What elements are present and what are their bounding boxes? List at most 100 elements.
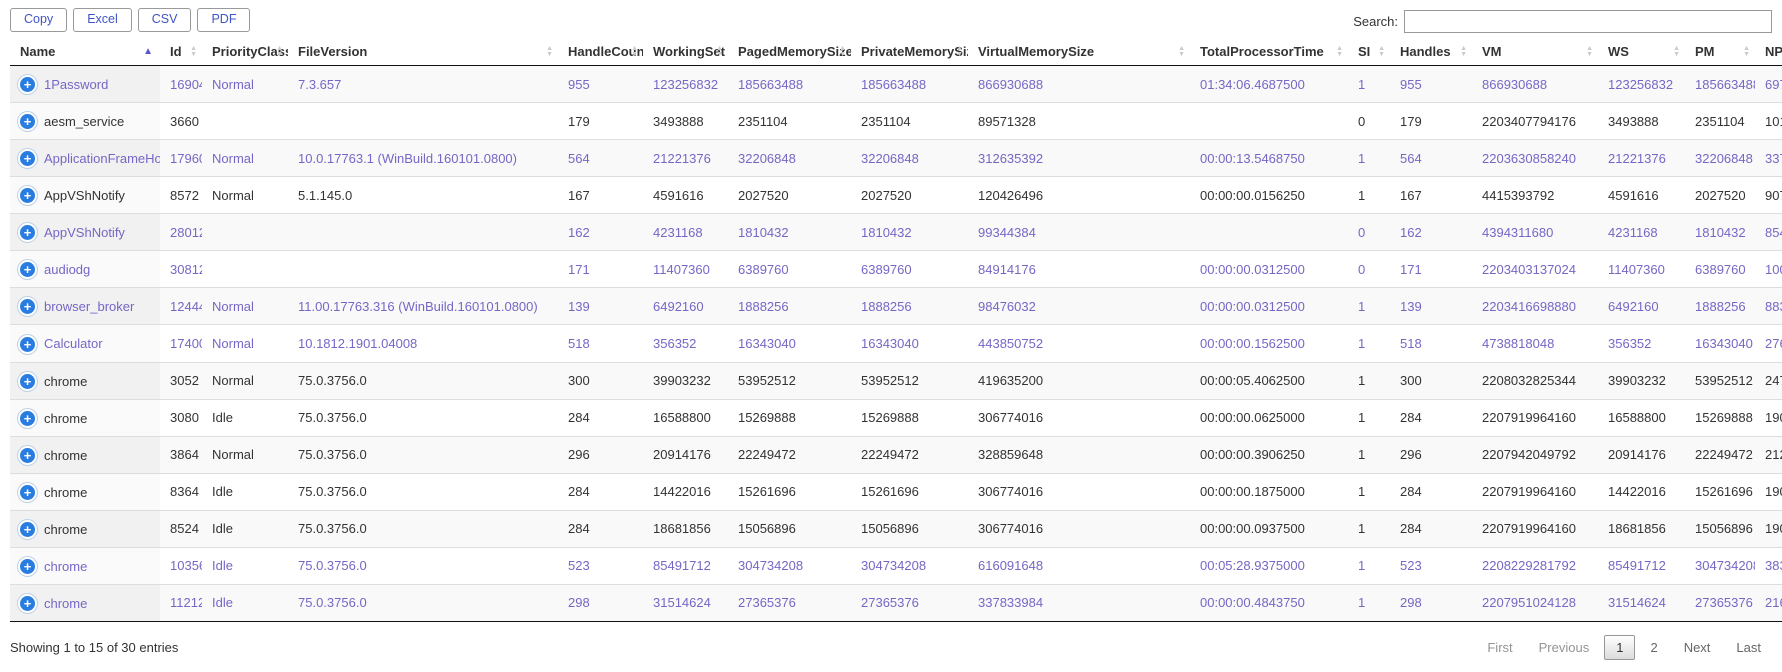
sort-updown-icon: ▲▼ <box>956 46 963 58</box>
column-header-pagedmemorysize[interactable]: PagedMemorySize▲▼ <box>728 39 851 66</box>
cell-handlecount: 162 <box>558 214 643 251</box>
cell-pm: 27365376 <box>1685 584 1755 621</box>
cell-handlecount: 518 <box>558 325 643 362</box>
expand-row-button[interactable]: + <box>20 374 35 389</box>
pagination-page-2-button[interactable]: 2 <box>1639 635 1668 660</box>
cell-priorityclass: Idle <box>202 547 288 584</box>
column-header-handles[interactable]: Handles▲▼ <box>1390 39 1472 66</box>
cell-virtualmemorysize: 419635200 <box>968 362 1190 399</box>
cell-npm: 10056 <box>1755 251 1782 288</box>
column-header-virtualmemorysize[interactable]: VirtualMemorySize▲▼ <box>968 39 1190 66</box>
expand-row-button[interactable]: + <box>20 188 35 203</box>
csv-button[interactable]: CSV <box>138 8 192 32</box>
pagination-previous-button[interactable]: Previous <box>1528 635 1601 660</box>
excel-button[interactable]: Excel <box>73 8 132 32</box>
cell-privatememorysize: 2351104 <box>851 103 968 140</box>
expand-row-button[interactable]: + <box>20 522 35 537</box>
cell-ws: 123256832 <box>1598 66 1685 103</box>
table-row: +ApplicationFrameHost17960Normal10.0.177… <box>10 140 1782 177</box>
cell-si: 1 <box>1348 177 1390 214</box>
expand-row-button[interactable]: + <box>20 262 35 277</box>
column-header-workingset[interactable]: WorkingSet▲▼ <box>643 39 728 66</box>
column-header-ws[interactable]: WS▲▼ <box>1598 39 1685 66</box>
cell-npm: 19032 <box>1755 399 1782 436</box>
cell-privatememorysize: 53952512 <box>851 362 968 399</box>
cell-npm: 8832 <box>1755 288 1782 325</box>
table-row: +chrome3052Normal75.0.3756.0300399032325… <box>10 362 1782 399</box>
cell-si: 1 <box>1348 399 1390 436</box>
column-header-si[interactable]: SI▲▼ <box>1348 39 1390 66</box>
process-name: chrome <box>44 485 87 500</box>
expand-row-button[interactable]: + <box>20 559 35 574</box>
cell-handles: 564 <box>1390 140 1472 177</box>
cell-id: 17960 <box>160 140 202 177</box>
cell-fileversion <box>288 103 558 140</box>
pdf-button[interactable]: PDF <box>197 8 250 32</box>
cell-virtualmemorysize: 89571328 <box>968 103 1190 140</box>
cell-name: + chrome <box>10 473 160 510</box>
pagination-last-button[interactable]: Last <box>1725 635 1772 660</box>
column-header-totalprocessortime[interactable]: TotalProcessorTime▲▼ <box>1190 39 1348 66</box>
cell-vm: 866930688 <box>1472 66 1598 103</box>
cell-priorityclass: Normal <box>202 362 288 399</box>
column-header-id[interactable]: Id▲▼ <box>160 39 202 66</box>
column-header-privatememorysize[interactable]: PrivateMemorySize▲▼ <box>851 39 968 66</box>
cell-fileversion: 75.0.3756.0 <box>288 473 558 510</box>
expand-row-button[interactable]: + <box>20 151 35 166</box>
expand-row-button[interactable]: + <box>20 225 35 240</box>
expand-row-button[interactable]: + <box>20 485 35 500</box>
process-name: browser_broker <box>44 299 134 314</box>
cell-priorityclass: Idle <box>202 473 288 510</box>
expand-row-button[interactable]: + <box>20 299 35 314</box>
cell-vm: 2203416698880 <box>1472 288 1598 325</box>
pagination-next-button[interactable]: Next <box>1673 635 1722 660</box>
column-header-fileversion[interactable]: FileVersion▲▼ <box>288 39 558 66</box>
table-row: +chrome8524Idle75.0.3756.028418681856150… <box>10 510 1782 547</box>
cell-vm: 2207919964160 <box>1472 510 1598 547</box>
search-label: Search: <box>1353 14 1398 29</box>
column-header-vm[interactable]: VM▲▼ <box>1472 39 1598 66</box>
cell-totalprocessortime <box>1190 103 1348 140</box>
column-label: WorkingSet <box>653 44 725 59</box>
expand-row-button[interactable]: + <box>20 77 35 92</box>
cell-pm: 1888256 <box>1685 288 1755 325</box>
cell-handlecount: 296 <box>558 436 643 473</box>
column-header-priorityclass[interactable]: PriorityClass▲▼ <box>202 39 288 66</box>
cell-virtualmemorysize: 337833984 <box>968 584 1190 621</box>
cell-priorityclass <box>202 251 288 288</box>
cell-fileversion: 75.0.3756.0 <box>288 510 558 547</box>
cell-virtualmemorysize: 306774016 <box>968 510 1190 547</box>
cell-totalprocessortime: 00:00:00.0312500 <box>1190 251 1348 288</box>
cell-ws: 20914176 <box>1598 436 1685 473</box>
cell-totalprocessortime: 00:00:00.1875000 <box>1190 473 1348 510</box>
expand-row-button[interactable]: + <box>20 114 35 129</box>
column-header-name[interactable]: Name▲ <box>10 39 160 66</box>
header-row: Name▲Id▲▼PriorityClass▲▼FileVersion▲▼Han… <box>10 39 1782 66</box>
expand-row-button[interactable]: + <box>20 337 35 352</box>
cell-virtualmemorysize: 328859648 <box>968 436 1190 473</box>
cell-vm: 2207942049792 <box>1472 436 1598 473</box>
column-header-handlecount[interactable]: HandleCount▲▼ <box>558 39 643 66</box>
cell-totalprocessortime: 00:00:00.0625000 <box>1190 399 1348 436</box>
pagination-first-button[interactable]: First <box>1476 635 1523 660</box>
column-label: Id <box>170 44 182 59</box>
cell-handlecount: 955 <box>558 66 643 103</box>
expand-row-button[interactable]: + <box>20 596 35 611</box>
cell-vm: 2207919964160 <box>1472 399 1598 436</box>
expand-row-button[interactable]: + <box>20 411 35 426</box>
cell-fileversion: 10.0.17763.1 (WinBuild.160101.0800) <box>288 140 558 177</box>
cell-handles: 284 <box>1390 510 1472 547</box>
cell-handlecount: 284 <box>558 399 643 436</box>
column-header-npm[interactable]: NPM▲▼ <box>1755 39 1782 66</box>
cell-priorityclass <box>202 103 288 140</box>
expand-row-button[interactable]: + <box>20 448 35 463</box>
pagination-page-1-button[interactable]: 1 <box>1604 635 1635 660</box>
table-row: +AppVShNotify8572Normal5.1.145.016745916… <box>10 177 1782 214</box>
cell-vm: 2203630858240 <box>1472 140 1598 177</box>
cell-handlecount: 284 <box>558 473 643 510</box>
search-input[interactable] <box>1404 10 1772 33</box>
copy-button[interactable]: Copy <box>10 8 67 32</box>
cell-pagedmemorysize: 185663488 <box>728 66 851 103</box>
cell-ws: 18681856 <box>1598 510 1685 547</box>
column-header-pm[interactable]: PM▲▼ <box>1685 39 1755 66</box>
